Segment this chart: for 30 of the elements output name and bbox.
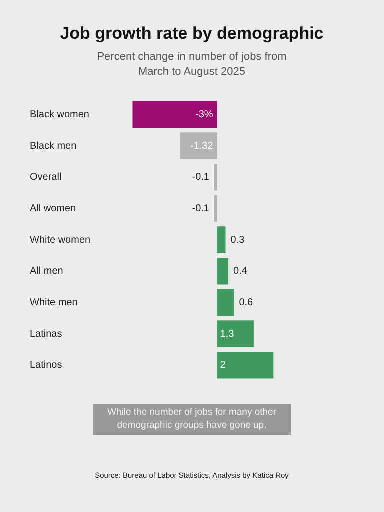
data-label: 0.3 (230, 234, 246, 246)
chart-title: Job growth rate by demographic (59, 24, 325, 44)
bar (217, 226, 226, 254)
bar (132, 100, 218, 128)
bar (214, 164, 218, 190)
y-tick-label: Latinas (30, 328, 62, 340)
y-tick-label: Overall (30, 172, 62, 183)
y-tick-label: Latinos (30, 360, 62, 371)
bar (180, 132, 218, 160)
data-label: -0.1 (192, 203, 210, 214)
data-label: -1.32 (190, 140, 214, 152)
data-label: 2 (220, 360, 226, 371)
y-tick-label: All women (30, 203, 76, 214)
y-tick-label: Black women (30, 109, 90, 120)
bar (214, 194, 218, 222)
y-tick-label: White men (30, 297, 78, 308)
bar (217, 288, 234, 316)
y-tick-label: Black men (30, 140, 77, 152)
data-label: 1.3 (220, 328, 235, 340)
bar (217, 258, 229, 284)
y-tick-label: White women (30, 234, 91, 246)
chart-subtitle: Percent change in number of jobs from March to August 2025 (96, 50, 288, 80)
bar (217, 352, 274, 378)
data-label: -0.1 (192, 172, 210, 183)
data-label: 0.4 (234, 266, 248, 277)
y-tick-label: All men (30, 266, 64, 277)
text: While the number of jobs for many other demographic groups have gone up. (93, 404, 291, 436)
data-label: 0.6 (239, 297, 254, 308)
bar (217, 320, 254, 348)
data-label: -3% (196, 109, 214, 120)
